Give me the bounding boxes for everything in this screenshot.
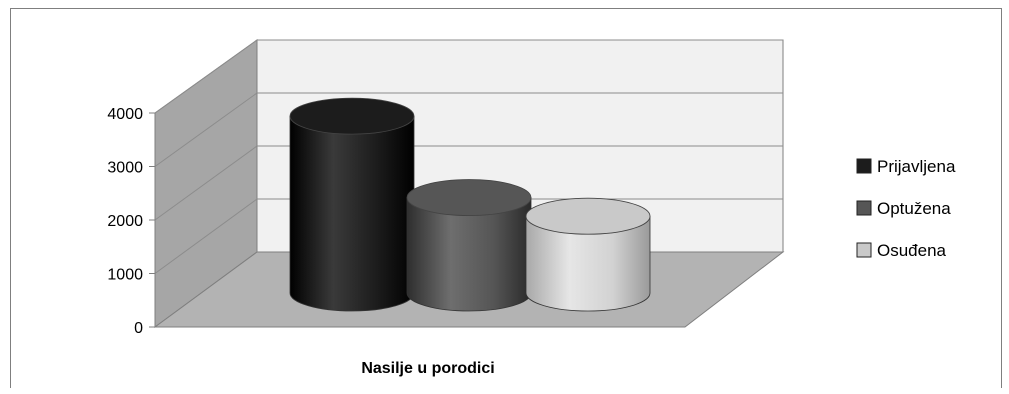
bars [289, 97, 651, 312]
bar-top [406, 179, 532, 216]
chart-frame [10, 8, 1002, 388]
y-tick-label: 0 [134, 320, 143, 337]
y-tick-label: 4000 [107, 106, 143, 123]
legend-item: Osuđena [856, 241, 947, 260]
gridline-side [154, 145, 258, 221]
gridline-side [154, 198, 258, 274]
bar-3 [525, 197, 651, 312]
legend-swatch [856, 200, 872, 216]
legend-label: Osuđena [877, 241, 947, 260]
bar-body [289, 115, 415, 312]
legend-item: Prijavljena [856, 157, 956, 176]
y-tick-label: 3000 [107, 160, 143, 177]
legend-swatch [856, 158, 872, 174]
legend: Prijavljena Optužena Osuđena [856, 157, 956, 260]
legend-label: Prijavljena [877, 157, 956, 176]
bar-body [525, 215, 651, 312]
legend-label: Optužena [877, 199, 951, 218]
y-tick-label: 2000 [107, 213, 143, 230]
bar-top [289, 97, 415, 135]
legend-item: Optužena [856, 199, 951, 218]
bar-top [525, 197, 651, 235]
x-axis-label: Nasilje u porodici [361, 360, 494, 377]
bar-2 [406, 179, 532, 312]
y-axis: 0 1000 2000 3000 4000 [107, 106, 156, 337]
gridline-side [154, 39, 258, 114]
gridline-side [154, 92, 258, 167]
y-tick-label: 1000 [107, 267, 143, 284]
bar-1 [289, 97, 415, 312]
legend-swatch [856, 242, 872, 258]
